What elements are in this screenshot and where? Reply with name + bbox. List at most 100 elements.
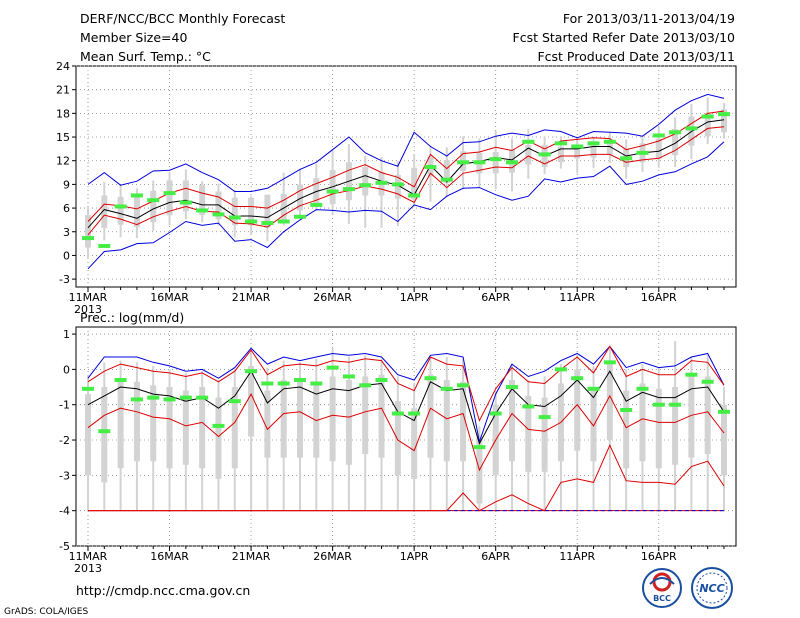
ensemble-mean-line — [87, 370, 725, 445]
envelope-min-line — [87, 141, 725, 270]
box — [590, 141, 597, 158]
box — [166, 180, 173, 216]
box — [182, 180, 189, 212]
observed-marker — [359, 183, 372, 188]
box — [672, 129, 679, 156]
tick-label-y: 0 — [63, 363, 70, 376]
box — [443, 159, 450, 183]
tick-label-y: 21 — [56, 84, 70, 97]
tick-label-x: 26MAR — [313, 291, 352, 304]
observed-marker — [163, 191, 176, 196]
observed-marker — [114, 204, 127, 209]
observed-marker — [294, 214, 306, 219]
observed-marker — [554, 367, 567, 372]
box — [460, 381, 467, 462]
box — [541, 397, 548, 472]
plot-frame — [75, 326, 737, 547]
box — [721, 404, 727, 476]
tick-label-y: -4 — [59, 505, 70, 518]
observed-marker — [669, 130, 682, 135]
observed-marker — [245, 369, 258, 374]
member-size: Member Size=40 — [80, 30, 187, 45]
tick-label-x: 16APR — [641, 291, 677, 304]
started-date: Fcst Started Refer Date 2013/03/10 — [513, 30, 736, 45]
box — [85, 394, 91, 476]
box — [704, 112, 711, 137]
observed-marker — [326, 365, 339, 370]
observed-marker — [228, 215, 241, 220]
observed-marker — [489, 411, 502, 416]
observed-marker — [212, 423, 225, 428]
tick-label-x: 1APR — [400, 291, 429, 304]
spread-upper-line — [87, 345, 725, 422]
observed-marker — [424, 376, 437, 381]
grads-credit: GrADS: COLA/IGES — [4, 607, 88, 617]
tick-label-y: -2 — [59, 434, 70, 447]
observed-marker — [636, 386, 649, 391]
observed-marker — [522, 139, 535, 144]
observed-marker — [82, 386, 94, 391]
box — [280, 379, 287, 458]
observed-marker — [294, 377, 306, 382]
observed-marker — [391, 411, 404, 416]
tick-label-x: 11MAR — [69, 550, 108, 563]
observed-marker — [457, 383, 470, 388]
box — [574, 144, 581, 159]
observed-marker — [326, 189, 339, 194]
observed-marker — [685, 372, 698, 377]
observed-marker — [245, 219, 258, 224]
observed-marker — [620, 156, 633, 161]
box — [231, 197, 238, 226]
bcc-logo: BCC — [642, 568, 682, 608]
observed-marker — [701, 114, 714, 119]
tick-label-y: 12 — [56, 155, 70, 168]
observed-marker — [375, 180, 388, 185]
observed-marker — [212, 212, 225, 217]
ncc-logo-text: NCC — [699, 582, 724, 595]
ncc-logo: NCC — [691, 567, 733, 609]
tick-label-x: 6APR — [481, 291, 510, 304]
tick-label-y: -5 — [59, 540, 70, 553]
box — [688, 376, 695, 458]
precip-panel-title: Prec.: log(mm/d) — [80, 310, 184, 325]
observed-marker — [652, 133, 665, 138]
tick-label-y: 24 — [56, 60, 70, 73]
tick-label-x: 11APR — [559, 291, 595, 304]
observed-marker — [440, 177, 453, 182]
observed-marker — [489, 157, 502, 162]
tick-label-x: 26MAR — [313, 550, 352, 563]
envelope-max-line — [87, 93, 725, 192]
box — [509, 379, 515, 462]
box — [557, 146, 564, 163]
box — [215, 397, 222, 479]
observed-marker — [163, 397, 176, 402]
box — [166, 387, 173, 469]
box — [313, 381, 320, 458]
box — [150, 190, 157, 223]
box — [639, 383, 646, 462]
observed-marker — [130, 397, 143, 402]
observed-marker — [342, 187, 355, 192]
observed-marker — [130, 193, 143, 198]
box — [133, 197, 140, 228]
box — [199, 185, 206, 216]
observed-marker — [571, 376, 584, 381]
observed-marker — [261, 221, 274, 226]
source-url[interactable]: http://cmdp.ncc.cma.gov.cn — [76, 583, 250, 598]
observed-marker — [685, 126, 698, 131]
box — [590, 387, 597, 462]
tick-label-y: 1 — [63, 328, 70, 341]
observed-marker — [506, 385, 518, 390]
box — [101, 195, 108, 228]
observed-marker — [571, 144, 584, 149]
tick-label-y: 18 — [56, 107, 70, 120]
tick-label-y: -3 — [59, 469, 70, 482]
box — [248, 365, 255, 437]
temp-panel-title: Mean Surf. Temp.: °C — [80, 49, 211, 64]
box — [704, 376, 711, 455]
observed-marker — [391, 182, 404, 187]
observed-marker — [522, 404, 535, 409]
observed-marker — [408, 411, 421, 416]
observed-marker — [473, 160, 486, 165]
